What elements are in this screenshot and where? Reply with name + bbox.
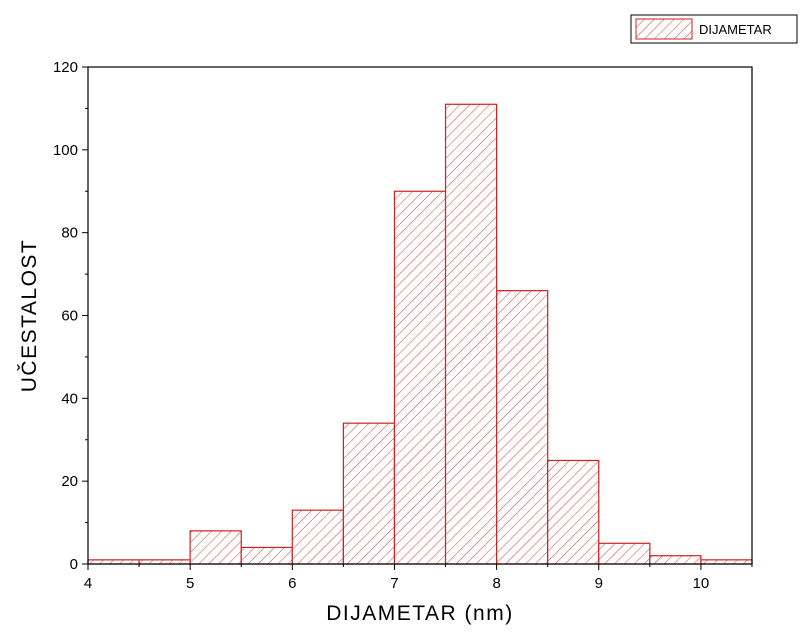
x-axis-label: DIJAMETAR (nm) xyxy=(326,602,513,625)
histogram-bar xyxy=(87,559,140,565)
x-tick-label: 8 xyxy=(492,575,500,592)
histogram-bar xyxy=(547,459,600,565)
x-tick-label: 6 xyxy=(288,575,296,592)
legend-label: DIJAMETAR xyxy=(699,22,772,37)
legend: DIJAMETAR xyxy=(630,14,798,44)
y-tick-label: 0 xyxy=(70,556,78,573)
y-tick-label: 60 xyxy=(61,308,78,325)
y-tick-label: 40 xyxy=(61,390,78,407)
y-tick-label: 80 xyxy=(61,225,78,242)
histogram-bar xyxy=(444,103,498,565)
x-tick-label: 4 xyxy=(84,575,92,592)
x-tick-label: 7 xyxy=(390,575,398,592)
x-tick-label: 5 xyxy=(186,575,194,592)
histogram-bar xyxy=(496,290,549,565)
histogram-bar xyxy=(138,559,191,565)
y-tick-label: 120 xyxy=(53,59,78,76)
histogram-bar xyxy=(700,559,753,565)
histogram-bar xyxy=(598,542,651,565)
histogram-bar xyxy=(189,530,242,565)
x-tick-label: 9 xyxy=(595,575,603,592)
histogram-bar xyxy=(649,555,702,565)
histogram-bar xyxy=(240,546,293,565)
histogram-bar xyxy=(291,509,344,565)
x-ticks-layer: 4 5 6 7 8 9 10 xyxy=(84,564,753,592)
histogram-bar xyxy=(342,422,396,565)
y-axis-label: UČESTALOST xyxy=(18,239,41,392)
y-tick-label: 20 xyxy=(61,473,78,490)
x-tick-label: 10 xyxy=(693,575,710,592)
bars-layer xyxy=(87,103,753,565)
legend-swatch xyxy=(635,18,693,40)
histogram-bar xyxy=(393,190,447,565)
y-ticks-layer: 0 20 40 60 80 100 120 xyxy=(53,59,88,573)
y-tick-label: 100 xyxy=(53,142,78,159)
